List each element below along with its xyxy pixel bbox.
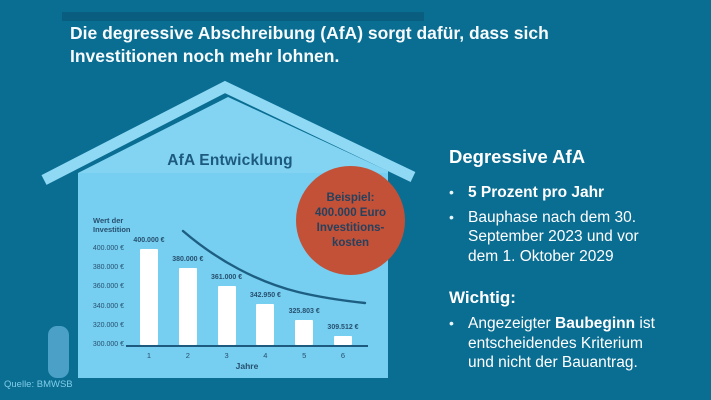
wichtig-prefix: Angezeigter	[468, 315, 556, 332]
bar-year-1	[140, 249, 158, 345]
list-item: • 5 Prozent pro Jahr	[449, 183, 705, 203]
y-axis-tick: 320.000 €	[92, 321, 124, 329]
house-roof-icon	[41, 80, 416, 185]
bar-value-label: 309.512 €	[327, 324, 359, 331]
bar-value-label: 380.000 €	[172, 256, 204, 263]
bullet-text: Angezeigter Baubeginn ist entscheidendes…	[468, 314, 668, 373]
bar-value-label: 342.950 €	[249, 292, 281, 299]
y-axis-tick: 380.000 €	[92, 264, 124, 272]
y-axis-tick: 400.000 €	[92, 245, 124, 252]
header-accent-bar	[62, 12, 424, 21]
wichtig-heading: Wichtig:	[449, 288, 516, 307]
page-title-line1: Die degressive Abschreibung (AfA) sorgt …	[70, 23, 549, 43]
y-axis-tick: 340.000 €	[92, 302, 124, 310]
bullet-icon: •	[449, 315, 454, 331]
x-axis-tick: 4	[263, 351, 268, 360]
x-axis-tick: 3	[224, 351, 229, 360]
bullet-icon: •	[449, 184, 454, 200]
chart-y-axis-label: Wert der Investition	[93, 216, 131, 234]
page-title: Die degressive Abschreibung (AfA) sorgt …	[70, 22, 570, 67]
page-title-line2: Investitionen noch mehr lohnen.	[70, 45, 340, 66]
bar-value-label: 400.000 €	[133, 237, 165, 244]
bar-value-label: 325.803 €	[288, 308, 320, 315]
bar-year-5	[295, 320, 314, 345]
x-axis-tick: 1	[146, 351, 152, 360]
list-item: • Bauphase nach dem 30. September 2023 u…	[449, 208, 705, 267]
list-item: • Angezeigter Baubeginn ist entscheidend…	[449, 314, 705, 373]
panel-heading: Degressive AfA	[449, 146, 586, 167]
bar-value-label: 361.000 €	[211, 274, 243, 281]
source-credit: Quelle: BMWSB	[4, 379, 73, 390]
bullet-text: Bauphase nach dem 30. September 2023 und…	[468, 208, 639, 265]
x-axis-line	[126, 345, 368, 347]
x-axis-tick: 6	[340, 351, 346, 360]
y-axis-tick: 300.000 €	[92, 341, 124, 348]
chart-x-axis-label: Jahre	[235, 361, 259, 371]
bullet-text: 5 Prozent pro Jahr	[468, 184, 605, 201]
badge-line3: Investitions-	[316, 221, 385, 234]
badge-line2: 400.000 Euro	[315, 206, 386, 219]
chart-title: AfA Entwicklung	[167, 152, 293, 169]
x-axis-tick: 2	[185, 351, 190, 360]
example-badge: Beispiel: 400.000 Euro Investitions- kos…	[296, 166, 405, 275]
wichtig-suffix: ist entscheidendes Kriterium und nicht d…	[468, 315, 655, 371]
badge-line4: kosten	[331, 236, 370, 249]
info-panel: Degressive AfA • 5 Prozent pro Jahr • Ba…	[449, 146, 705, 378]
wichtig-bold-word: Baubeginn	[555, 315, 636, 332]
bar-year-6	[334, 336, 352, 345]
x-axis-tick: 5	[302, 351, 307, 360]
bullet-icon: •	[449, 208, 454, 225]
bar-year-4	[256, 304, 275, 345]
house-door	[48, 326, 69, 378]
y-axis-tick: 360.000 €	[92, 283, 124, 291]
badge-line1: Beispiel:	[326, 191, 375, 204]
